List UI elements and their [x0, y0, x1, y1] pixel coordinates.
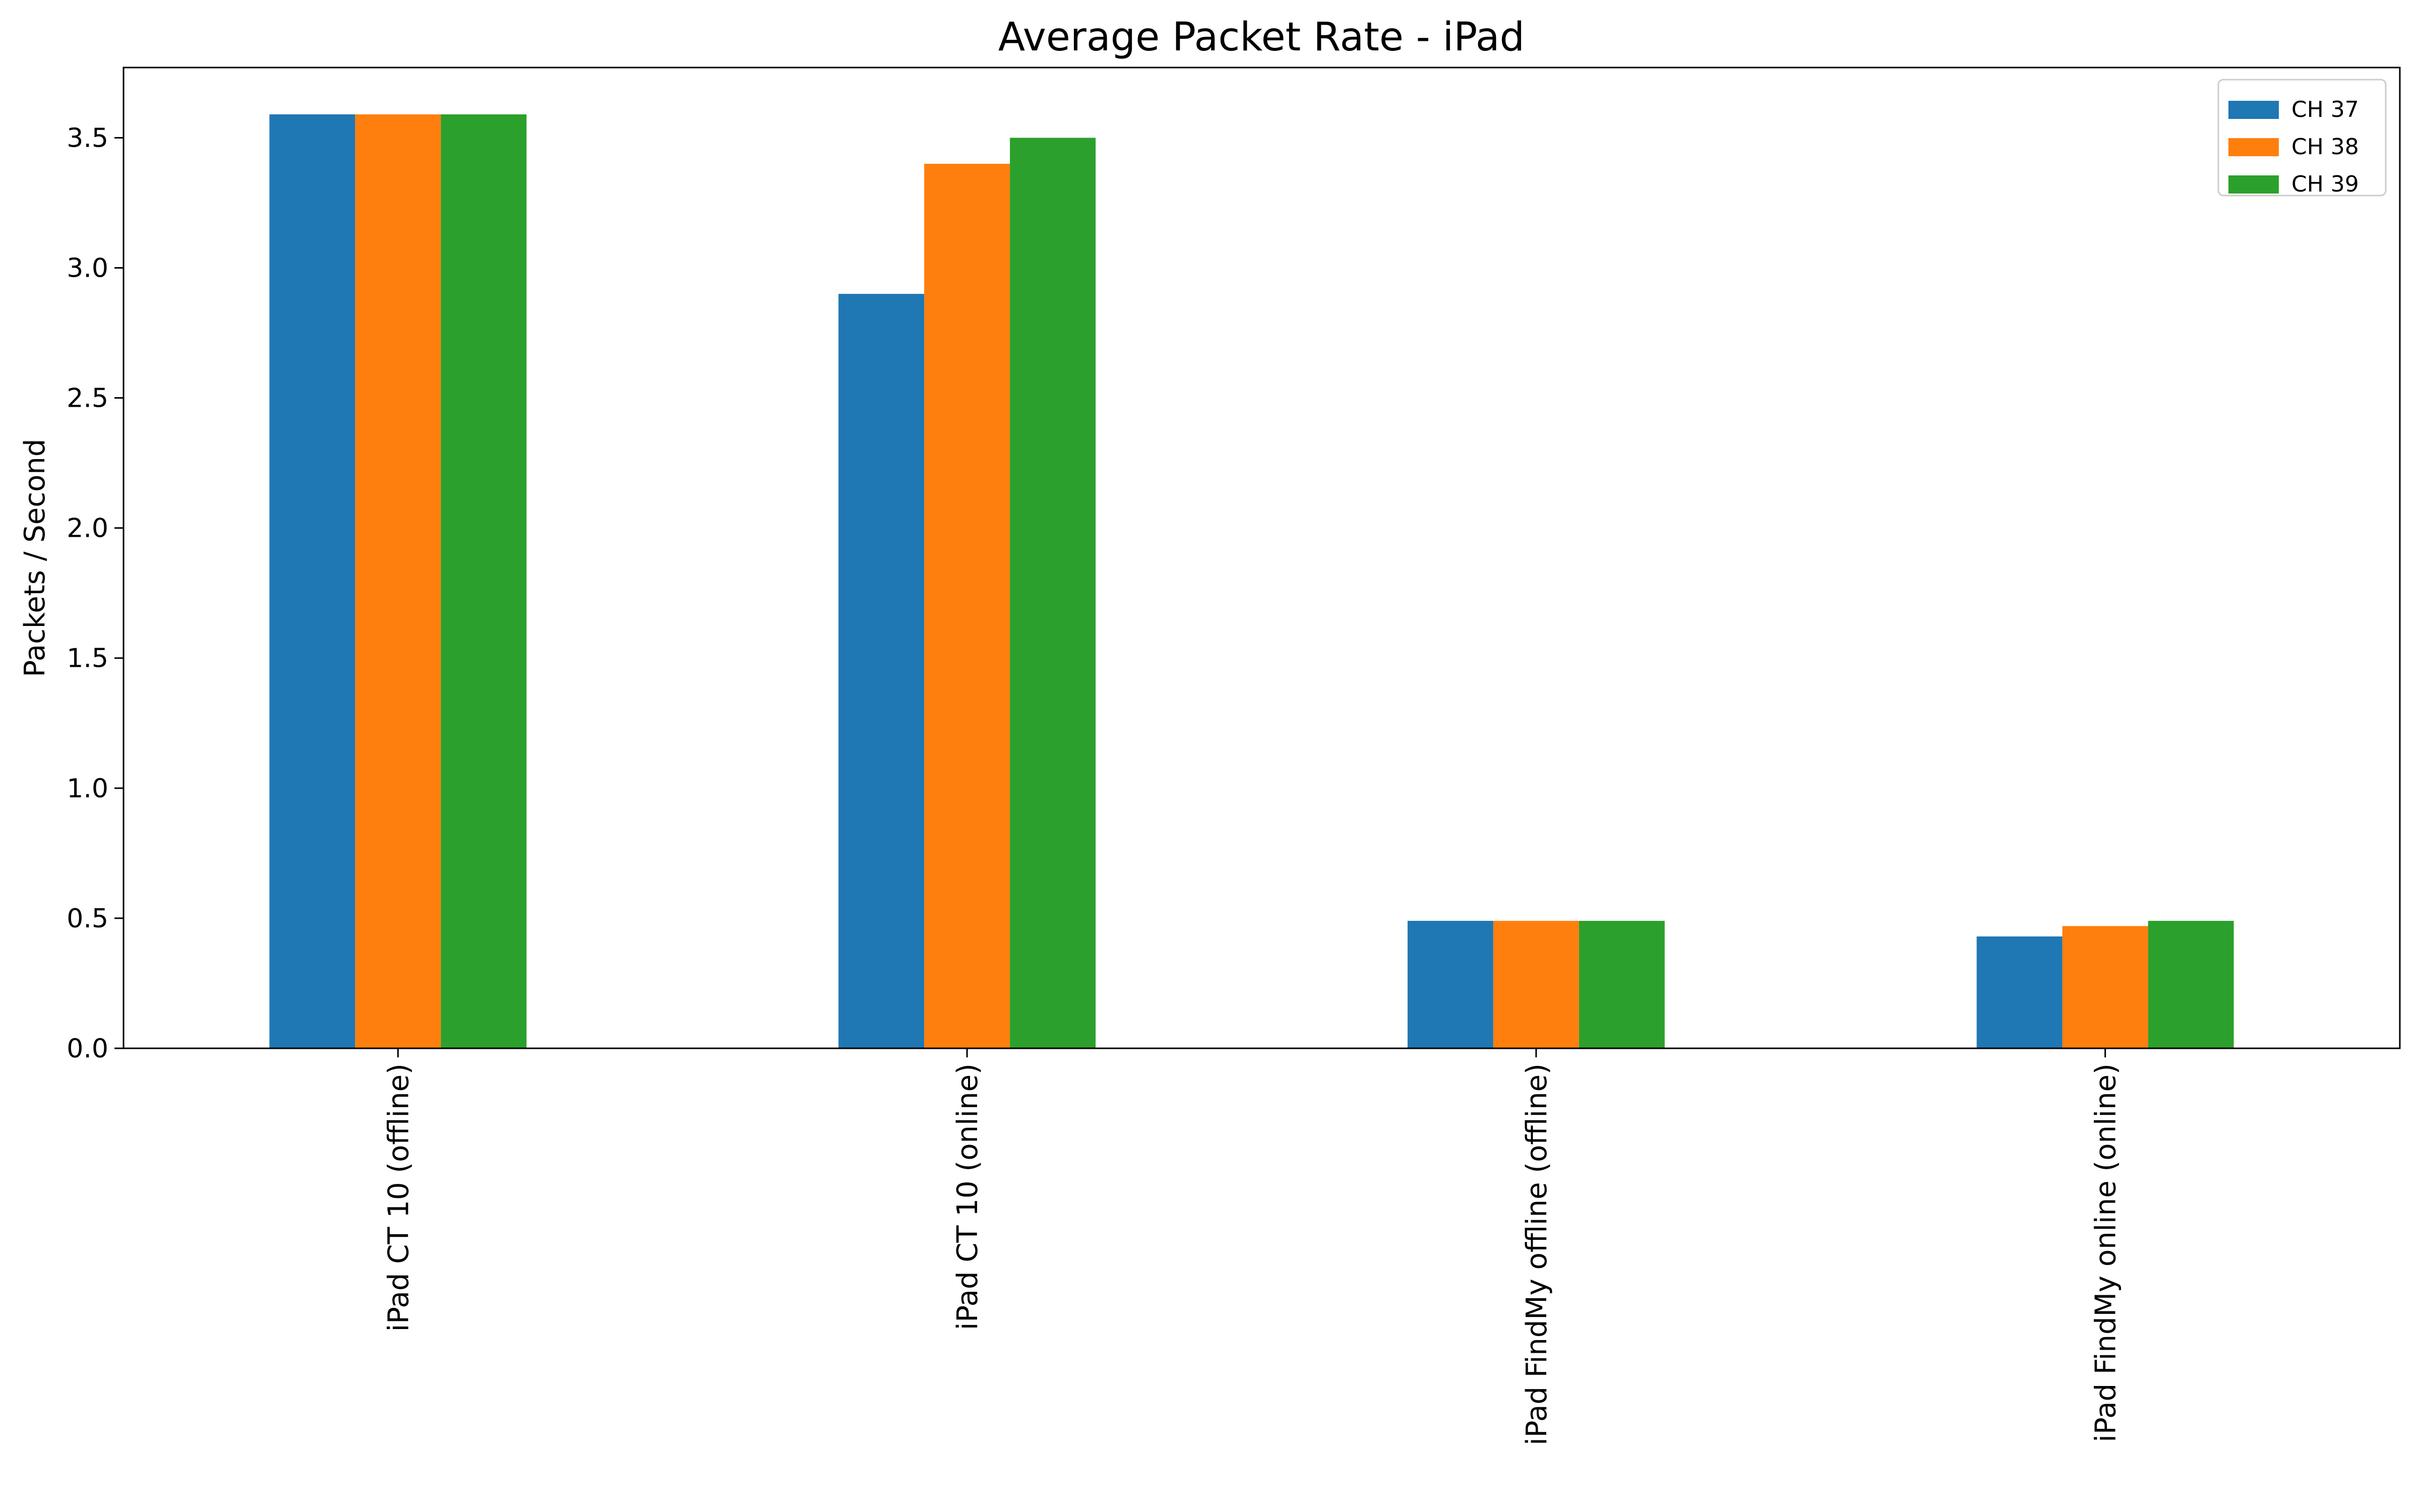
y-tick-label: 0.5: [67, 904, 108, 934]
y-tick-label: 3.0: [67, 253, 108, 283]
bar-ch-39-cat-3: [1579, 921, 1665, 1048]
legend-swatch-ch-38: [2228, 138, 2279, 156]
y-tick-label: 0.0: [67, 1034, 108, 1064]
y-tick-label: 2.5: [67, 384, 108, 414]
bar-ch-37-cat-2: [838, 294, 925, 1048]
y-tick-label: 3.5: [67, 123, 108, 153]
x-tick-label: iPad CT 10 (online): [951, 1063, 984, 1330]
bar-ch-37-cat-4: [1976, 936, 2063, 1048]
bar-ch-37-cat-1: [269, 114, 355, 1048]
y-tick-label: 2.0: [67, 514, 108, 544]
y-axis: 0.0 0.5 1.0 1.5 2.0 2.5 3.0 3.5: [67, 123, 124, 1064]
bars-group: [269, 114, 2234, 1049]
x-tick-label: iPad FindMy offline (offline): [1521, 1063, 1553, 1445]
legend: CH 37 CH 38 CH 39: [2217, 79, 2387, 197]
legend-label-ch-39: CH 39: [2291, 171, 2359, 197]
bar-ch-39-cat-2: [1010, 138, 1096, 1049]
bar-ch-39-cat-4: [2148, 921, 2234, 1048]
y-axis-label: Packets / Second: [19, 439, 51, 677]
bar-ch-38-cat-1: [355, 114, 441, 1048]
x-axis: iPad CT 10 (offline) iPad CT 10 (online) i…: [382, 1048, 2123, 1445]
bar-ch-38-cat-2: [924, 163, 1010, 1049]
y-tick-label: 1.5: [67, 644, 108, 674]
bar-ch-38-cat-3: [1493, 921, 1579, 1048]
plot-area-frame: [123, 67, 2401, 1049]
legend-label-ch-38: CH 38: [2291, 134, 2359, 160]
bar-ch-38-cat-4: [2062, 926, 2148, 1048]
legend-swatch-ch-39: [2228, 175, 2279, 194]
bar-ch-39-cat-1: [441, 114, 527, 1048]
x-tick-label: iPad CT 10 (offline): [382, 1063, 415, 1332]
legend-swatch-ch-37: [2228, 101, 2279, 119]
bar-ch-37-cat-3: [1407, 921, 1493, 1048]
chart-title: Average Packet Rate - iPad: [998, 15, 1525, 60]
legend-label-ch-37: CH 37: [2291, 97, 2359, 122]
x-tick-label: iPad FindMy online (online): [2090, 1063, 2123, 1442]
y-tick-label: 1.0: [67, 774, 108, 804]
